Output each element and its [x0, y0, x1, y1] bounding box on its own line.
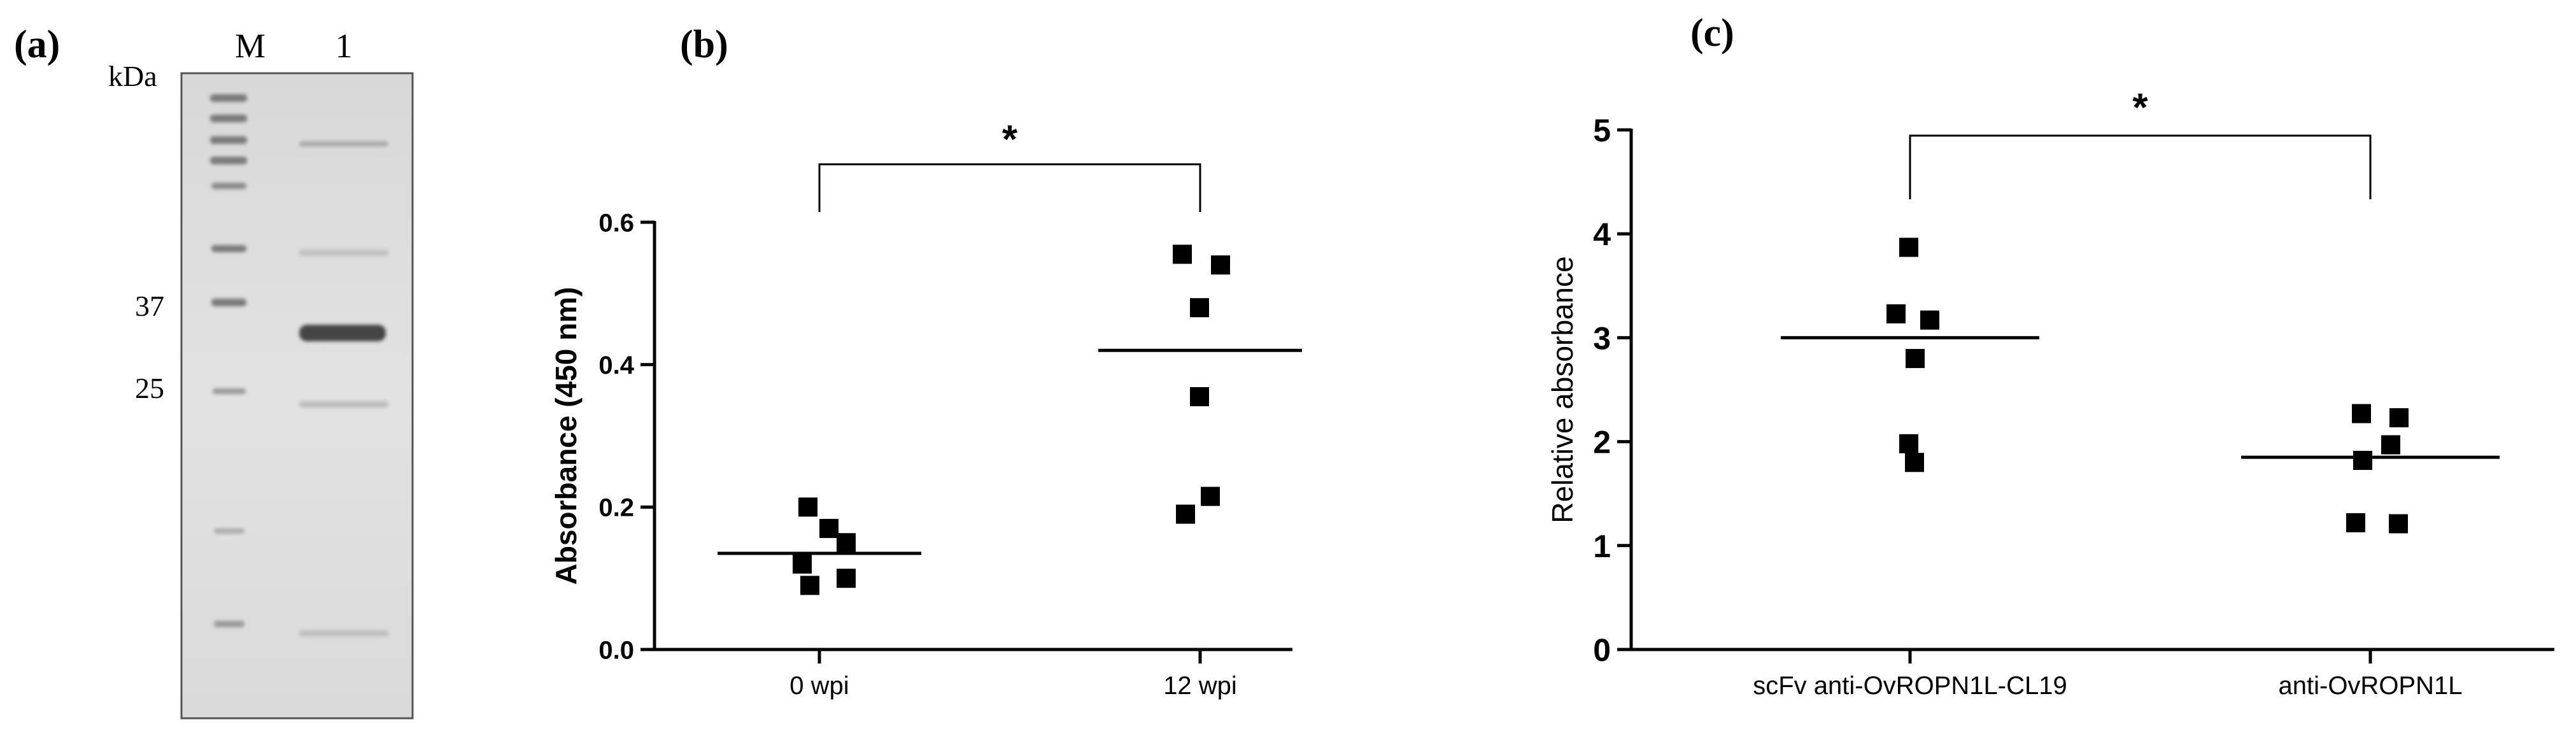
data-point [1201, 486, 1220, 506]
x-tick-label: 0 wpi [789, 672, 849, 700]
x-tick-label: anti-OvROPN1L [2279, 672, 2463, 700]
y-tick-label: 1 [1593, 529, 1611, 564]
significance-asterisk: * [1002, 118, 1018, 162]
data-point [837, 569, 856, 588]
y-tick-label: 2 [1593, 425, 1611, 460]
data-point [798, 497, 817, 517]
data-point [2346, 513, 2365, 532]
y-tick-label: 0.4 [598, 351, 634, 380]
chart-c: 0 1 2 3 4 5 Relative absorbance scFv anti-OvROP… [1546, 86, 2554, 700]
gel-unit-label: kDa [108, 60, 157, 92]
y-tick-label: 5 [1593, 113, 1611, 148]
y-tick-label: 4 [1593, 216, 1611, 252]
data-point [2389, 408, 2409, 428]
sample-lane [299, 141, 388, 636]
data-point [2389, 514, 2408, 534]
panel-a: (a) kDa M 1 37 25 [14, 23, 414, 720]
y-tick-label: 0.6 [598, 209, 634, 237]
data-point [1899, 434, 1918, 453]
gel-background [180, 72, 414, 720]
x-tick-label: 12 wpi [1163, 672, 1237, 700]
data-point [1905, 453, 1924, 472]
y-axis-label: Absorbance (450 nm) [549, 287, 583, 585]
marker-ladder [210, 94, 247, 627]
data-point [800, 576, 819, 595]
y-tick-label: 0 [1593, 632, 1611, 668]
data-point [2381, 435, 2400, 455]
data-point [1886, 304, 1906, 323]
data-point [1190, 298, 1209, 318]
data-point [1173, 245, 1192, 264]
data-point [793, 554, 812, 574]
data-point [1190, 387, 1209, 406]
data-point [1920, 310, 1939, 330]
data-point [1899, 238, 1918, 257]
marker-label-25: 25 [135, 372, 164, 404]
panel-b: (b) 0.0 0.2 0.4 0.6 Absorbance (450 nm) 0 wpi… [549, 23, 1302, 700]
significance-bracket [1909, 134, 2372, 199]
data-point [837, 533, 856, 553]
y-axis-label: Relative absorbance [1546, 256, 1579, 523]
data-point [2353, 450, 2372, 470]
data-point [2352, 404, 2371, 423]
x-tick-label: scFv anti-OvROPN1L-CL19 [1753, 672, 2067, 700]
y-tick-label: 0.2 [598, 494, 634, 522]
significance-asterisk: * [2132, 86, 2148, 130]
data-point [1906, 349, 1925, 369]
panel-b-letter: (b) [680, 23, 728, 66]
y-tick-label: 0.0 [598, 636, 634, 664]
panel-c-letter: (c) [1690, 11, 1734, 55]
data-point [819, 518, 839, 538]
chart-b: 0.0 0.2 0.4 0.6 Absorbance (450 nm) 0 wpi 12 w… [549, 118, 1302, 700]
panel-c: (c) 0 1 2 3 4 5 Relative absorbance scFv anti-O… [1546, 11, 2554, 700]
gel-image [180, 72, 414, 720]
marker-label-37: 37 [135, 290, 164, 322]
lane-label-sample: 1 [336, 27, 353, 65]
data-point [1211, 255, 1230, 275]
lane-label-marker: M [235, 27, 265, 65]
panel-a-letter: (a) [14, 23, 60, 66]
significance-bracket [818, 163, 1201, 212]
data-point [1176, 504, 1195, 524]
y-tick-label: 3 [1593, 320, 1611, 356]
